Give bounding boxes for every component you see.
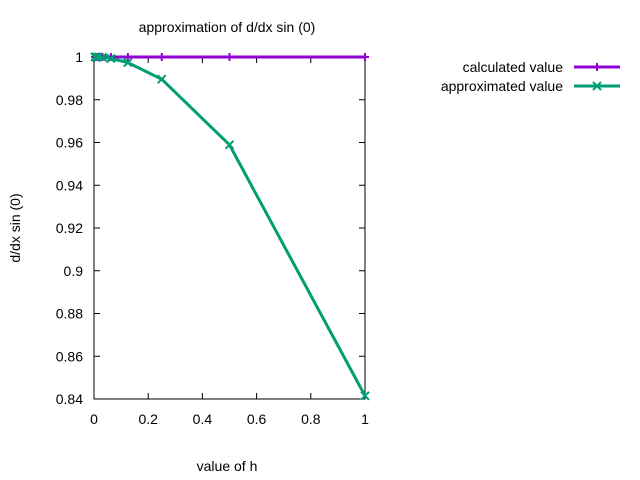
y-tick-label: 0.96 (56, 135, 83, 151)
point-marker-b (93, 52, 103, 62)
chart-title: approximation of d/dx sin (0) (139, 19, 316, 35)
data-point (106, 53, 116, 64)
legend-label: calculated value (463, 59, 564, 75)
x-tick-label: 0 (90, 411, 98, 427)
point-marker-b (123, 57, 133, 68)
x-tick-label: 0.2 (138, 411, 158, 427)
x-tick-label: 0.8 (301, 411, 321, 427)
y-tick-label: 0.94 (56, 177, 83, 193)
point-marker-b (224, 140, 235, 150)
legend: calculated value approximated value (441, 59, 620, 94)
point-marker-b (90, 52, 100, 62)
point-marker-b (360, 391, 370, 401)
data-point (157, 53, 166, 61)
data-point (361, 53, 369, 61)
y-tick-label: 0.9 (64, 263, 84, 279)
y-tick-label: 0.98 (56, 92, 83, 108)
y-tick-label: 0.88 (56, 306, 83, 322)
y-tick-label: 0.86 (56, 348, 83, 364)
point-marker-b (157, 74, 167, 84)
point-marker-b (106, 53, 116, 64)
y-tick-label: 1 (75, 49, 83, 65)
data-point (157, 74, 167, 84)
series-1 (90, 52, 370, 401)
data-point (360, 391, 370, 401)
legend-label: approximated value (441, 78, 563, 94)
data-point (123, 53, 132, 61)
series-0 (91, 53, 369, 61)
y-tick-label: 0.84 (56, 391, 83, 407)
x-axis: 0 0.2 0.4 0.6 0.8 1 (90, 57, 369, 427)
plot-frame (93, 56, 366, 400)
data-point (225, 53, 234, 61)
x-tick-label: 0.6 (247, 411, 267, 427)
plot-area (90, 52, 370, 401)
legend-swatch-marker-b (592, 81, 602, 91)
y-axis-label: d/dx sin (0) (7, 193, 23, 262)
data-point (93, 52, 103, 62)
x-tick-label: 0.4 (193, 411, 213, 427)
y-axis: 0.84 0.86 0.88 0.9 0.92 0.94 0.96 0.98 1 (56, 49, 365, 407)
series-line (94, 55, 367, 397)
data-point (90, 52, 100, 62)
data-point (123, 57, 133, 68)
data-point (224, 140, 235, 150)
x-tick-label: 1 (361, 411, 369, 427)
y-tick-label: 0.92 (56, 220, 83, 236)
x-axis-label: value of h (197, 458, 258, 474)
